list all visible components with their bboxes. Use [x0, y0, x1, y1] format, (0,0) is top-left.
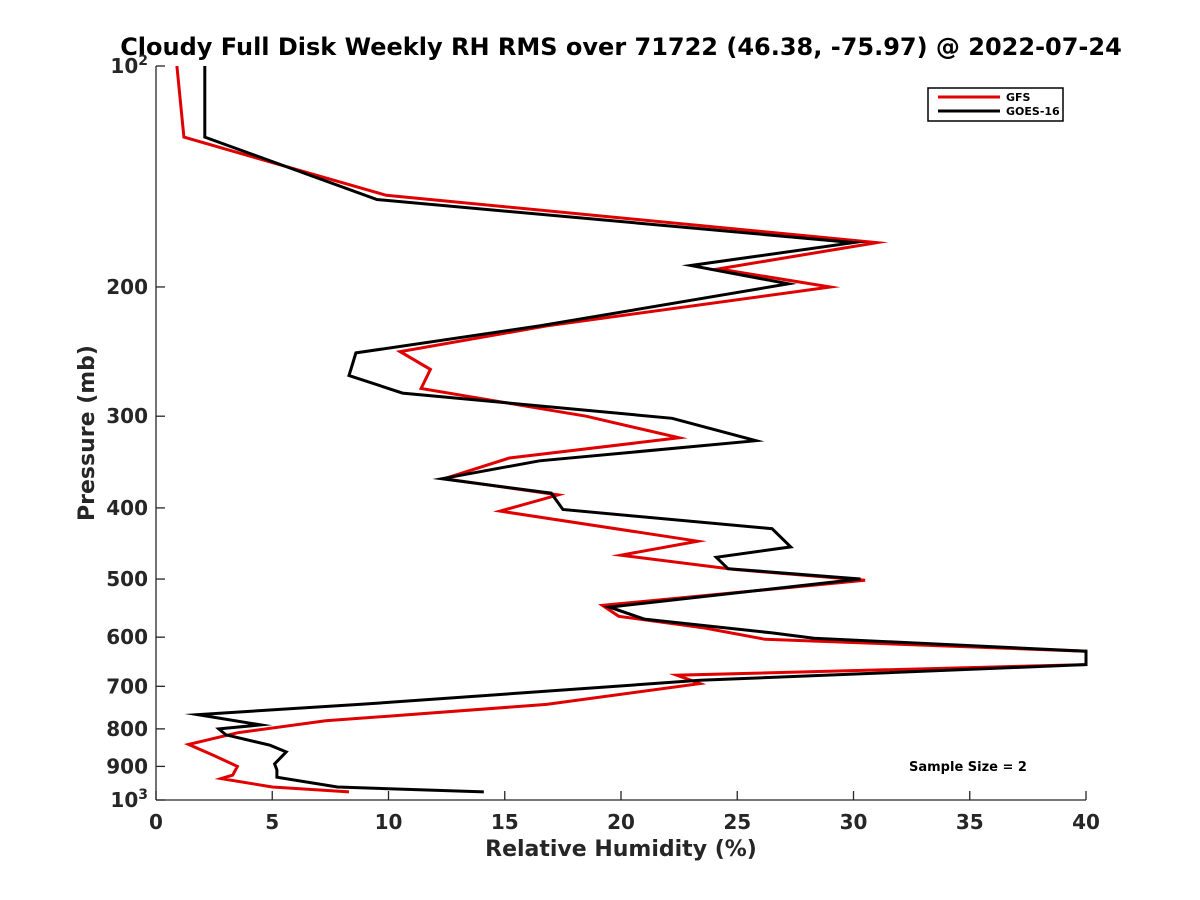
- chart-title: Cloudy Full Disk Weekly RH RMS over 7172…: [120, 33, 1122, 61]
- series-layer: [175, 65, 1088, 794]
- y-tick-label: 300: [106, 404, 148, 428]
- x-tick-label: 35: [956, 810, 984, 834]
- legend-label-gfs: GFS: [1006, 91, 1031, 104]
- y-tick-label: 103: [110, 787, 148, 812]
- x-tick-label: 20: [607, 810, 635, 834]
- legend-box: [927, 87, 1064, 122]
- y-tick-label: 600: [106, 625, 148, 649]
- sample-size-annotation: Sample Size = 2: [909, 760, 1027, 775]
- x-tick-label: 40: [1072, 810, 1100, 834]
- y-tick-label: 800: [106, 717, 148, 741]
- x-axis-label: Relative Humidity (%): [485, 837, 757, 862]
- y-axis-label: Pressure (mb): [75, 345, 100, 521]
- x-tick-label: 25: [723, 810, 751, 834]
- x-tick-label: 15: [491, 810, 519, 834]
- plot-area-background: [156, 66, 1086, 800]
- y-tick-label: 700: [106, 674, 148, 698]
- y-tick-label: 200: [106, 275, 148, 299]
- y-tick-label: 102: [110, 53, 148, 78]
- y-tick-label: 900: [106, 754, 148, 778]
- x-tick-label: 5: [265, 810, 279, 834]
- y-tick-label: 500: [106, 567, 148, 591]
- x-tick-label: 30: [840, 810, 868, 834]
- x-tick-label: 0: [149, 810, 163, 834]
- y-tick-label: 400: [106, 496, 148, 520]
- legend: GFS GOES-16: [927, 87, 1064, 122]
- x-tick-label: 10: [375, 810, 403, 834]
- legend-label-goes16: GOES-16: [1006, 105, 1060, 118]
- series-line-goes16: [184, 66, 1088, 794]
- x-ticks: 0 5 10 15 20 25 30 35 40: [149, 791, 1100, 834]
- y-ticks: 102 200 300 400 500 600 700 800 900 103: [106, 53, 165, 812]
